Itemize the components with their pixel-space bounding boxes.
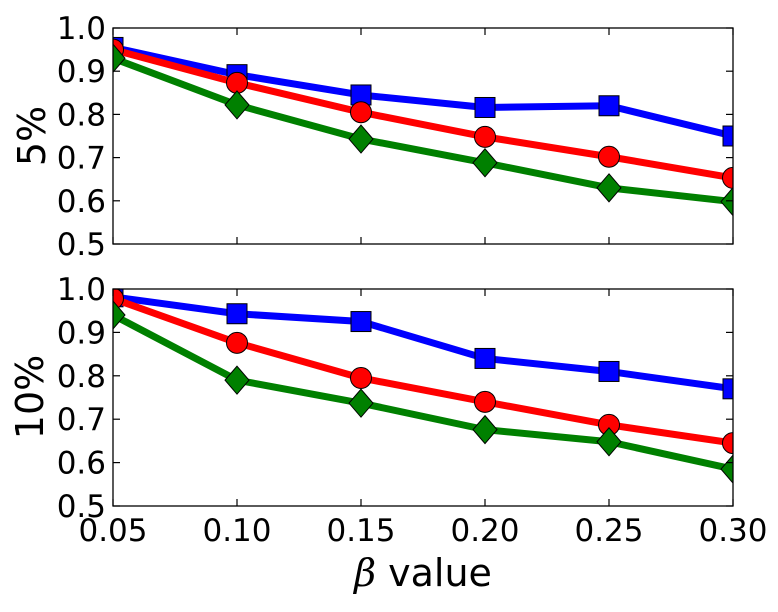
- x-tick-label: 0.25: [574, 513, 643, 549]
- data-point-green-diamonds: [348, 124, 374, 154]
- x-ticks-top: [112, 28, 734, 244]
- panel-5-percent: 0.5 0.6 0.7 0.8 0.9 1.0 5%: [10, 11, 734, 263]
- data-point-green-diamonds: [472, 148, 498, 178]
- y-axis-label-top: 5%: [10, 106, 54, 166]
- axes-frame-top: [112, 27, 734, 245]
- data-point-green-diamonds: [596, 426, 622, 457]
- data-point-green-diamonds: [596, 173, 622, 203]
- data-point-red-circles: [722, 166, 733, 189]
- data-point-blue-squares: [474, 347, 496, 369]
- data-point-blue-squares: [598, 360, 620, 382]
- x-axis-label-symbol: β: [352, 551, 376, 595]
- data-point-green-diamonds: [472, 414, 498, 445]
- data-point-blue-squares: [350, 311, 372, 333]
- series-layer-bottom: [113, 289, 733, 484]
- y-tick-label: 0.5: [57, 227, 106, 263]
- x-tick-label: 0.05: [78, 513, 147, 549]
- data-point-red-circles: [598, 145, 620, 168]
- y-tick-label: 0.7: [57, 141, 106, 177]
- y-tick-label: 0.5: [57, 489, 106, 525]
- y-tick-label: 1.0: [57, 272, 106, 308]
- data-point-green-diamonds: [348, 388, 374, 418]
- y-ticks-bottom: 0.5 0.6 0.7 0.8 0.9 1.0: [57, 272, 733, 525]
- panel-10-percent: 0.50.60.70.80.91.0 0.05 0.10 0.15 0.20 0.25 0…: [8, 272, 768, 595]
- x-tick-label: 0.30: [698, 513, 767, 549]
- series-line-blue-squares: [113, 293, 733, 393]
- data-point-red-circles: [350, 101, 372, 124]
- x-tick-label: 0.20: [450, 513, 519, 549]
- data-point-blue-squares: [474, 96, 496, 118]
- data-point-red-circles: [474, 125, 496, 148]
- x-ticks-bottom: 0.05 0.10 0.15 0.20 0.25 0.30: [78, 289, 768, 549]
- y-axis-label-bottom: 10%: [8, 355, 52, 439]
- plot-area: [113, 289, 733, 484]
- data-point-green-diamonds: [113, 43, 126, 74]
- axes-frame-bottom: [112, 288, 734, 507]
- y-tick-label: 0.8: [57, 359, 106, 395]
- data-point-red-circles: [350, 366, 372, 389]
- data-point-blue-squares: [722, 125, 733, 147]
- data-point-red-circles: [226, 331, 248, 354]
- y-tick-label: 0.6: [57, 446, 106, 482]
- series-line-blue-squares: [113, 44, 733, 140]
- y-tick-label: 0.8: [57, 97, 106, 133]
- x-axis-label-text: value: [376, 551, 492, 595]
- y-tick-label: 0.7: [57, 402, 106, 438]
- data-point-green-diamonds: [113, 300, 126, 330]
- data-point-blue-squares: [722, 378, 733, 400]
- data-point-red-circles: [474, 390, 496, 413]
- y-ticks-top: 0.5 0.6 0.7 0.8 0.9 1.0: [57, 11, 733, 263]
- data-point-red-circles: [722, 432, 733, 455]
- y-tick-label: 0.9: [57, 54, 106, 90]
- series-line-red-circles: [113, 295, 733, 447]
- data-point-blue-squares: [226, 303, 248, 325]
- data-point-blue-squares: [598, 95, 620, 117]
- y-tick-label: 0.9: [57, 315, 106, 351]
- data-point-green-diamonds: [720, 186, 733, 217]
- data-point-green-diamonds: [224, 365, 250, 395]
- data-point-green-diamonds: [224, 90, 250, 120]
- series-line-red-circles: [113, 46, 733, 182]
- x-axis-label: β value: [352, 551, 492, 595]
- y-tick-label: 1.0: [57, 11, 106, 47]
- series-line-green-diamonds: [113, 311, 733, 473]
- series-layer-top: [113, 36, 733, 217]
- x-tick-label: 0.10: [202, 513, 271, 549]
- x-tick-label: 0.15: [326, 513, 395, 549]
- series-line-green-diamonds: [113, 54, 733, 206]
- plot-area: [113, 36, 733, 217]
- y-tick-label: 0.6: [57, 184, 106, 220]
